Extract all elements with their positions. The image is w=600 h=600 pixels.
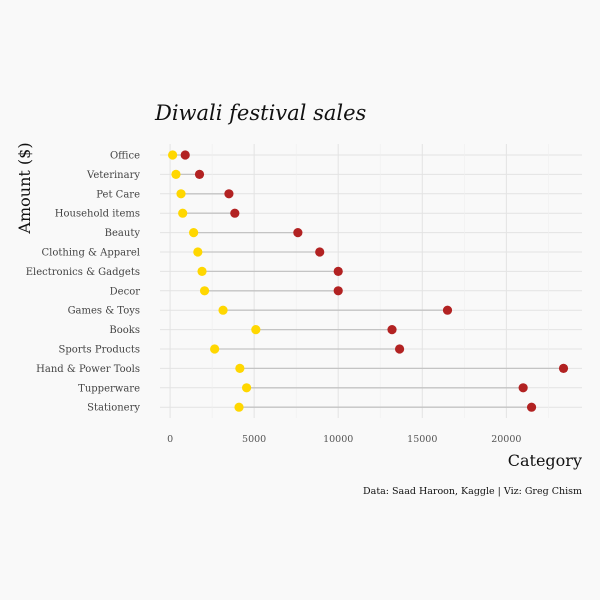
low-point [218, 305, 228, 315]
high-point [558, 363, 569, 373]
segments [172, 154, 564, 408]
x-tick-label: 0 [167, 434, 173, 445]
low-point [235, 363, 245, 373]
x-tick-label: 10000 [323, 434, 353, 445]
high-point [333, 266, 343, 276]
category-label: Household items [55, 209, 140, 220]
category-label: Tupperware [78, 383, 140, 394]
low-point [193, 247, 203, 257]
category-label: Beauty [105, 228, 141, 239]
grid-lines [160, 144, 582, 418]
category-label: Office [110, 151, 140, 162]
high-point [526, 402, 537, 412]
category-label: Electronics & Gadgets [26, 267, 140, 278]
category-label: Pet Care [96, 189, 140, 200]
x-tick-label: 5000 [242, 434, 266, 445]
low-point [197, 266, 207, 276]
high-point [442, 305, 453, 315]
category-label: Books [109, 325, 140, 336]
low-point [241, 383, 252, 393]
low-point [199, 286, 210, 296]
x-tick-label: 20000 [491, 434, 521, 445]
high-point [194, 169, 205, 179]
x-tick-label: 15000 [407, 434, 437, 445]
category-label: Veterinary [86, 170, 140, 181]
x-axis-title: Category [508, 451, 582, 470]
low-point [168, 150, 178, 160]
category-label: Sports Products [58, 345, 140, 356]
points [168, 150, 569, 412]
high-point [180, 150, 190, 160]
low-point [178, 208, 188, 218]
category-label: Clothing & Apparel [41, 248, 140, 259]
category-label: Hand & Power Tools [36, 364, 140, 375]
high-point [333, 286, 343, 296]
category-label: Decor [110, 286, 141, 297]
high-point [230, 208, 240, 218]
x-tick-labels: 0 5000 10000 15000 20000 [167, 434, 521, 445]
high-point [293, 228, 303, 238]
y-axis-title: Amount ($) [15, 142, 34, 234]
low-point [210, 344, 220, 354]
category-label: Stationery [87, 403, 140, 414]
low-point [251, 325, 261, 335]
low-point [234, 402, 244, 412]
low-point [176, 189, 186, 199]
low-point [171, 169, 181, 179]
high-point [224, 189, 234, 199]
low-point [189, 228, 199, 238]
high-point [518, 383, 528, 393]
high-point [394, 344, 405, 354]
high-point [387, 325, 397, 335]
chart-title: Diwali festival sales [154, 101, 367, 125]
category-label: Games & Toys [68, 306, 140, 317]
high-point [315, 247, 325, 257]
category-labels: Office Veterinary Pet Care Household items B… [26, 151, 141, 414]
chart-caption: Data: Saad Haroon, Kaggle | Viz: Greg Ch… [363, 486, 582, 497]
